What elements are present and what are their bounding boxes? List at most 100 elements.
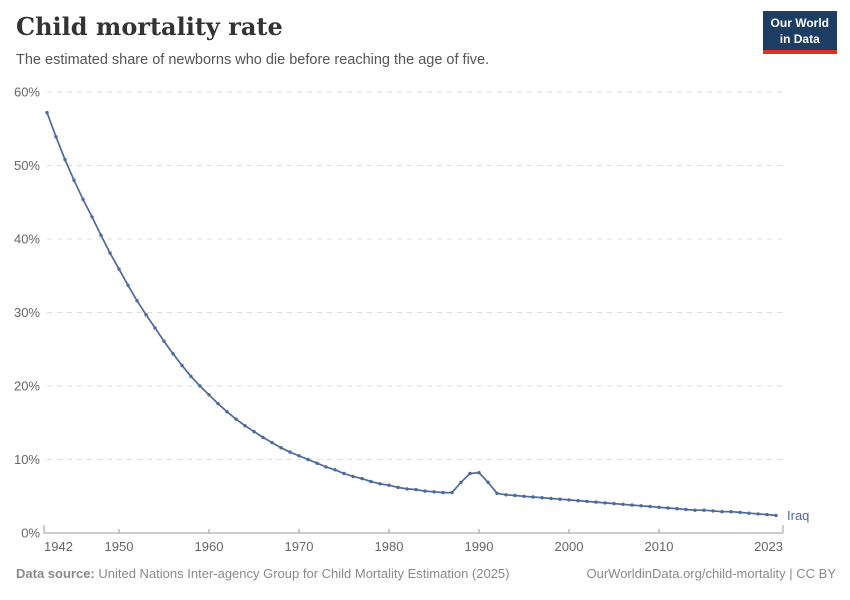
data-point[interactable] (369, 479, 373, 484)
data-point[interactable] (558, 497, 562, 501)
data-point[interactable] (306, 457, 310, 462)
data-point[interactable] (225, 410, 229, 414)
data-point[interactable] (522, 494, 526, 498)
data-point[interactable] (765, 512, 769, 517)
data-point[interactable] (666, 506, 670, 510)
data-point[interactable] (72, 178, 76, 182)
series-line-iraq[interactable] (46, 111, 777, 517)
data-point[interactable] (414, 487, 418, 492)
data-point[interactable] (630, 503, 634, 507)
data-point[interactable] (639, 504, 643, 508)
data-point[interactable] (621, 502, 625, 506)
data-point[interactable] (657, 505, 661, 509)
data-point[interactable] (432, 490, 436, 494)
data-point[interactable] (477, 471, 481, 475)
data-point[interactable] (315, 461, 319, 465)
data-point[interactable] (648, 504, 652, 509)
data-point[interactable] (90, 215, 94, 219)
data-point[interactable] (729, 510, 733, 514)
page-subtitle: The estimated share of newborns who die … (16, 52, 490, 68)
data-point[interactable] (468, 471, 472, 476)
data-point[interactable] (459, 480, 463, 484)
owid-logo[interactable]: Our World in Data (762, 11, 837, 55)
x-tick-label: 2000 (555, 539, 584, 554)
data-point[interactable] (603, 501, 607, 505)
data-point[interactable] (198, 384, 202, 388)
data-point[interactable] (126, 283, 130, 287)
data-point[interactable] (756, 512, 760, 516)
data-source-note: Data source: United Nations Inter-agency… (16, 566, 510, 581)
data-point[interactable] (711, 509, 715, 513)
data-source-text: United Nations Inter-agency Group for Ch… (94, 566, 510, 581)
data-point[interactable] (270, 440, 274, 445)
data-point[interactable] (396, 485, 400, 490)
data-point[interactable] (774, 513, 778, 518)
data-point[interactable] (405, 487, 409, 491)
data-point[interactable] (594, 500, 598, 504)
data-point[interactable] (549, 496, 553, 501)
data-point[interactable] (540, 496, 544, 500)
data-point[interactable] (531, 495, 535, 499)
data-point[interactable] (252, 429, 256, 434)
data-point[interactable] (171, 352, 175, 356)
data-point[interactable] (351, 474, 355, 479)
data-point[interactable] (297, 454, 301, 458)
data-point[interactable] (585, 499, 589, 504)
data-point[interactable] (702, 508, 706, 512)
data-point[interactable] (423, 489, 427, 493)
data-point[interactable] (288, 450, 292, 454)
data-point[interactable] (450, 490, 454, 495)
data-point[interactable] (684, 507, 688, 512)
data-point[interactable] (720, 510, 724, 514)
chart-footer: Data source: United Nations Inter-agency… (16, 566, 836, 581)
data-point[interactable] (54, 135, 58, 139)
data-point[interactable] (693, 508, 697, 512)
data-point[interactable] (207, 393, 211, 397)
x-tick-label: 1990 (465, 539, 494, 554)
data-point[interactable] (576, 499, 580, 503)
data-point[interactable] (486, 480, 490, 484)
data-point[interactable] (243, 424, 247, 428)
owid-logo-line2: in Data (779, 31, 820, 46)
data-point[interactable] (45, 110, 49, 115)
data-point[interactable] (117, 267, 121, 271)
data-point[interactable] (144, 313, 148, 317)
data-point[interactable] (279, 446, 283, 450)
data-point[interactable] (216, 401, 220, 406)
data-point[interactable] (567, 498, 571, 502)
x-tick-label: 1980 (375, 539, 404, 554)
data-point[interactable] (162, 339, 166, 343)
data-point[interactable] (63, 157, 67, 162)
data-point[interactable] (441, 490, 445, 495)
data-point[interactable] (738, 510, 742, 515)
owid-url-link[interactable]: OurWorldinData.org/child-mortality | CC … (586, 566, 837, 581)
y-tick-label: 20% (14, 379, 40, 394)
data-point[interactable] (612, 501, 616, 506)
data-point[interactable] (135, 299, 139, 303)
data-point[interactable] (261, 435, 265, 440)
y-tick-label: 30% (14, 305, 40, 320)
data-point[interactable] (234, 417, 238, 421)
data-point[interactable] (747, 511, 751, 515)
data-point[interactable] (342, 471, 346, 476)
series-end-label[interactable]: Iraq (787, 508, 809, 523)
series-points-iraq[interactable] (45, 110, 778, 518)
data-point[interactable] (81, 197, 85, 201)
data-point[interactable] (378, 482, 382, 486)
x-tick-label: 2010 (645, 539, 674, 554)
data-point[interactable] (324, 465, 328, 469)
data-point[interactable] (333, 468, 337, 472)
data-point[interactable] (504, 493, 508, 497)
data-point[interactable] (180, 363, 184, 368)
data-point[interactable] (108, 251, 112, 255)
data-point[interactable] (360, 476, 364, 481)
data-point[interactable] (513, 493, 517, 498)
data-point[interactable] (495, 491, 499, 495)
x-tick-label: 1960 (195, 539, 224, 554)
data-point[interactable] (387, 483, 391, 487)
data-point[interactable] (99, 233, 103, 237)
data-point[interactable] (153, 326, 157, 330)
data-point[interactable] (189, 374, 193, 379)
data-point[interactable] (675, 507, 679, 511)
